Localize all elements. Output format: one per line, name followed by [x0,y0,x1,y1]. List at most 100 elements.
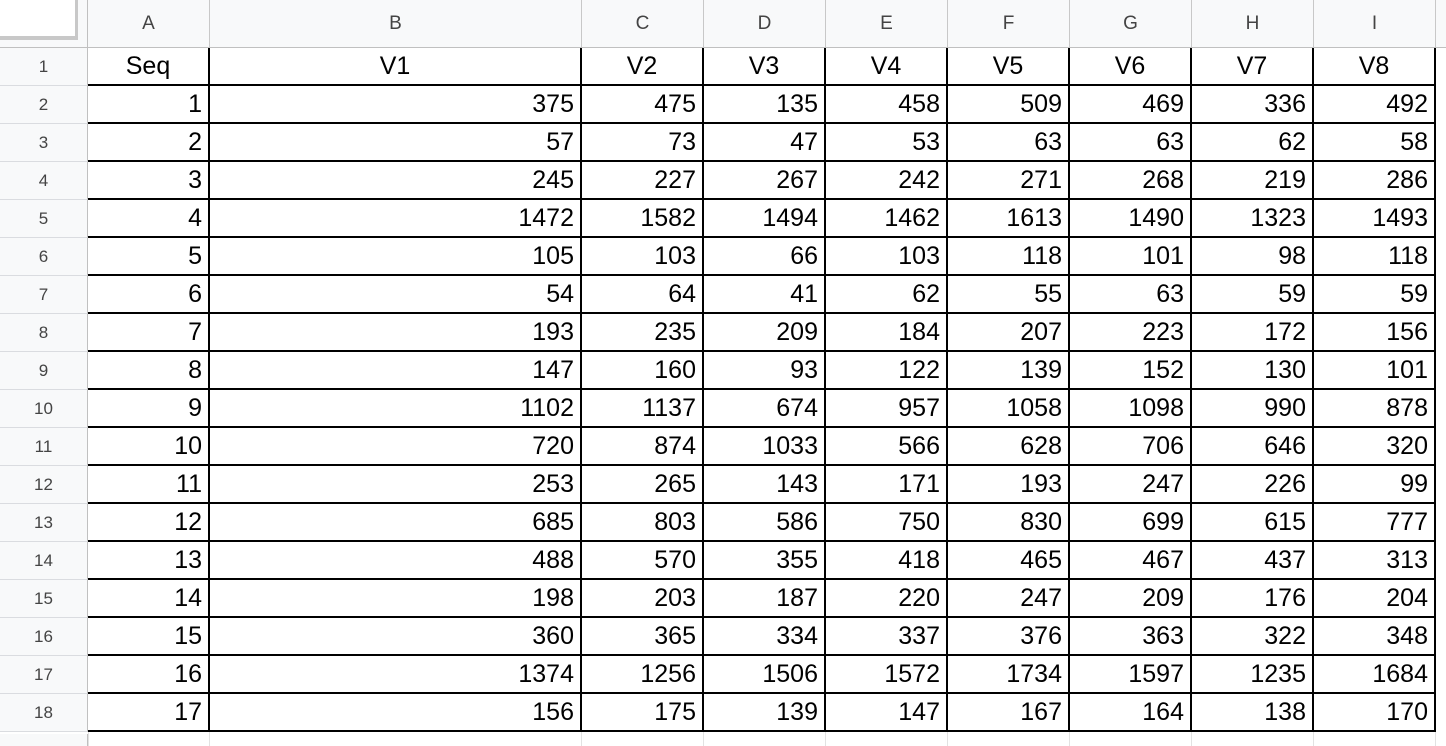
table-cell[interactable]: 375 [210,86,582,124]
table-cell[interactable]: 7 [88,314,210,352]
table-cell[interactable]: 1256 [582,656,704,694]
table-header-cell[interactable]: V2 [582,48,704,86]
table-cell[interactable]: 337 [826,618,948,656]
table-cell[interactable]: 1506 [704,656,826,694]
table-cell[interactable]: 235 [582,314,704,352]
table-cell[interactable]: 1 [88,86,210,124]
table-cell[interactable]: 63 [1070,276,1192,314]
table-cell[interactable]: 286 [1314,162,1436,200]
table-cell[interactable]: 360 [210,618,582,656]
table-cell[interactable]: 1323 [1192,200,1314,238]
table-cell[interactable]: 957 [826,390,948,428]
table-header-cell[interactable]: V6 [1070,48,1192,86]
table-cell[interactable]: 1684 [1314,656,1436,694]
table-cell[interactable]: 586 [704,504,826,542]
table-cell[interactable]: 1597 [1070,656,1192,694]
table-cell[interactable]: 14 [88,580,210,618]
row-header-18[interactable]: 18 [0,694,88,732]
table-cell[interactable]: 187 [704,580,826,618]
table-cell[interactable]: 59 [1192,276,1314,314]
table-cell[interactable]: 1102 [210,390,582,428]
table-cell[interactable]: 53 [826,124,948,162]
table-cell[interactable]: 12 [88,504,210,542]
table-cell[interactable]: 1374 [210,656,582,694]
table-cell[interactable]: 98 [1192,238,1314,276]
table-cell[interactable]: 6 [88,276,210,314]
table-cell[interactable]: 209 [1070,580,1192,618]
row-header-1[interactable]: 1 [0,48,88,86]
table-header-cell[interactable]: V8 [1314,48,1436,86]
table-cell[interactable]: 143 [704,466,826,504]
table-cell[interactable]: 1490 [1070,200,1192,238]
table-cell[interactable]: 253 [210,466,582,504]
table-cell[interactable]: 1472 [210,200,582,238]
table-cell[interactable]: 193 [948,466,1070,504]
table-cell[interactable]: 16 [88,656,210,694]
table-cell[interactable]: 320 [1314,428,1436,466]
row-header-12[interactable]: 12 [0,466,88,504]
table-header-cell[interactable]: V7 [1192,48,1314,86]
table-cell[interactable]: 11 [88,466,210,504]
table-cell[interactable]: 5 [88,238,210,276]
table-cell[interactable]: 130 [1192,352,1314,390]
table-cell[interactable]: 322 [1192,618,1314,656]
row-header-11[interactable]: 11 [0,428,88,466]
table-header-cell[interactable]: V1 [210,48,582,86]
table-cell[interactable]: 9 [88,390,210,428]
table-cell[interactable]: 336 [1192,86,1314,124]
table-cell[interactable]: 147 [210,352,582,390]
table-cell[interactable]: 99 [1314,466,1436,504]
table-cell[interactable]: 171 [826,466,948,504]
table-header-cell[interactable]: Seq [88,48,210,86]
table-cell[interactable]: 175 [582,694,704,732]
table-cell[interactable]: 219 [1192,162,1314,200]
table-cell[interactable]: 184 [826,314,948,352]
table-cell[interactable]: 105 [210,238,582,276]
table-cell[interactable]: 509 [948,86,1070,124]
table-cell[interactable]: 1462 [826,200,948,238]
row-header-7[interactable]: 7 [0,276,88,314]
table-cell[interactable]: 1033 [704,428,826,466]
table-cell[interactable]: 878 [1314,390,1436,428]
table-cell[interactable]: 313 [1314,542,1436,580]
column-header-d[interactable]: D [704,0,826,48]
table-cell[interactable]: 103 [826,238,948,276]
table-cell[interactable]: 1137 [582,390,704,428]
table-cell[interactable]: 1494 [704,200,826,238]
row-header-15[interactable]: 15 [0,580,88,618]
table-cell[interactable]: 62 [1192,124,1314,162]
table-cell[interactable]: 17 [88,694,210,732]
table-cell[interactable]: 1058 [948,390,1070,428]
row-header-17[interactable]: 17 [0,656,88,694]
table-cell[interactable]: 334 [704,618,826,656]
row-header-10[interactable]: 10 [0,390,88,428]
column-header-f[interactable]: F [948,0,1070,48]
select-all-box[interactable] [0,0,78,40]
table-cell[interactable]: 348 [1314,618,1436,656]
table-cell[interactable]: 874 [582,428,704,466]
table-cell[interactable]: 1613 [948,200,1070,238]
table-cell[interactable]: 15 [88,618,210,656]
table-cell[interactable]: 66 [704,238,826,276]
table-cell[interactable]: 699 [1070,504,1192,542]
table-cell[interactable]: 265 [582,466,704,504]
table-cell[interactable]: 720 [210,428,582,466]
table-cell[interactable]: 139 [704,694,826,732]
table-cell[interactable]: 209 [704,314,826,352]
table-cell[interactable]: 118 [948,238,1070,276]
table-cell[interactable]: 646 [1192,428,1314,466]
table-cell[interactable]: 101 [1314,352,1436,390]
table-cell[interactable]: 152 [1070,352,1192,390]
table-cell[interactable]: 139 [948,352,1070,390]
column-header-i[interactable]: I [1314,0,1436,48]
row-header-14[interactable]: 14 [0,542,88,580]
table-cell[interactable]: 247 [1070,466,1192,504]
row-header-5[interactable]: 5 [0,200,88,238]
table-cell[interactable]: 365 [582,618,704,656]
table-cell[interactable]: 73 [582,124,704,162]
table-header-cell[interactable]: V4 [826,48,948,86]
table-cell[interactable]: 271 [948,162,1070,200]
column-header-e[interactable]: E [826,0,948,48]
row-header-16[interactable]: 16 [0,618,88,656]
table-cell[interactable]: 615 [1192,504,1314,542]
